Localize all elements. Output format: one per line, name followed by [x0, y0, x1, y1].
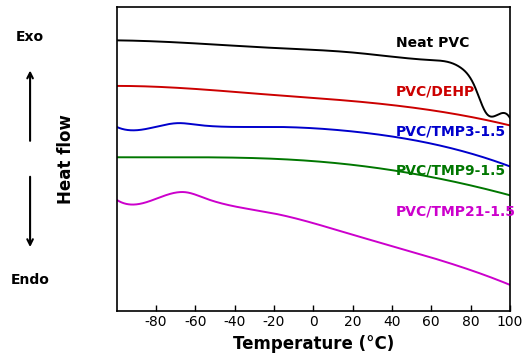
Text: Exo: Exo: [16, 30, 44, 44]
Text: PVC/TMP3-1.5: PVC/TMP3-1.5: [396, 125, 506, 139]
Text: PVC/TMP21-1.5: PVC/TMP21-1.5: [396, 205, 516, 219]
Y-axis label: Heat flow: Heat flow: [57, 114, 75, 204]
X-axis label: Temperature (°C): Temperature (°C): [233, 335, 394, 353]
Text: PVC/DEHP: PVC/DEHP: [396, 85, 475, 99]
Text: Neat PVC: Neat PVC: [396, 36, 469, 50]
Text: Endo: Endo: [11, 273, 49, 287]
Text: PVC/TMP9-1.5: PVC/TMP9-1.5: [396, 164, 506, 178]
